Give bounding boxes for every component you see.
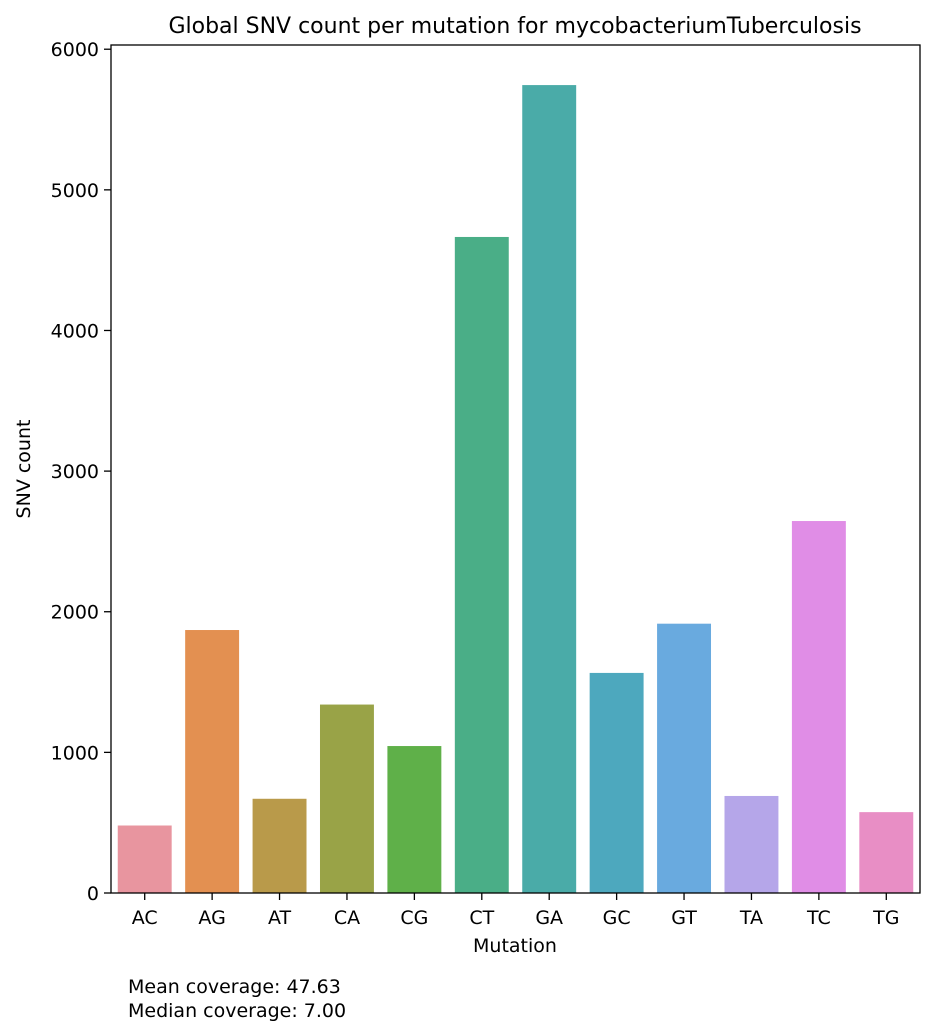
x-tick-label: TG xyxy=(872,907,899,929)
bar-cg xyxy=(387,746,442,893)
bar-gt xyxy=(657,623,712,893)
x-tick-label: CT xyxy=(469,907,494,929)
y-tick-label: 0 xyxy=(87,883,99,905)
median-coverage-note: Median coverage: 7.00 xyxy=(128,1000,347,1022)
x-tick-label: GT xyxy=(671,907,697,929)
x-tick-label: CG xyxy=(400,907,428,929)
x-tick-label: CA xyxy=(334,907,360,929)
y-tick-label: 4000 xyxy=(51,320,99,342)
x-axis-label: Mutation xyxy=(473,935,557,957)
mean-coverage-note: Mean coverage: 47.63 xyxy=(128,976,341,998)
x-tick-label: AC xyxy=(132,907,158,929)
bar-at xyxy=(252,798,307,893)
y-tick-label: 3000 xyxy=(51,461,99,483)
bar-ga xyxy=(522,85,577,894)
x-tick-label: GC xyxy=(603,907,631,929)
x-tick-label: TA xyxy=(739,907,763,929)
y-tick-label: 5000 xyxy=(51,180,99,202)
x-tick-label: AG xyxy=(198,907,225,929)
y-tick-label: 6000 xyxy=(51,39,99,61)
bar-ag xyxy=(185,630,240,893)
bar-ca xyxy=(319,704,374,893)
bar-ta xyxy=(724,795,779,893)
x-tick-label: AT xyxy=(268,907,292,929)
bar-tc xyxy=(791,521,846,893)
x-tick-label: TC xyxy=(806,907,831,929)
chart-title: Global SNV count per mutation for mycoba… xyxy=(168,14,861,39)
bar-ac xyxy=(117,825,172,893)
y-tick-label: 2000 xyxy=(51,602,99,624)
bar-gc xyxy=(589,672,644,893)
y-tick-label: 1000 xyxy=(51,742,99,764)
bars-group xyxy=(117,85,914,894)
bar-tg xyxy=(859,812,914,893)
y-axis: 0 1000 2000 3000 4000 5000 6000 xyxy=(51,39,111,905)
bar-ct xyxy=(454,236,509,893)
plot-frame xyxy=(110,44,921,894)
y-axis-label: SNV count xyxy=(13,420,35,519)
x-tick-label: GA xyxy=(535,907,563,929)
x-axis: AC AG AT CA CG CT GA GC GT TA TC TG xyxy=(132,893,899,929)
